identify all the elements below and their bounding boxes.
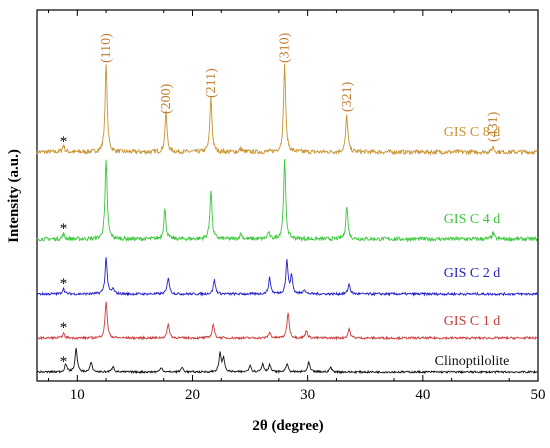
series-line bbox=[36, 301, 539, 341]
x-tick-label: 50 bbox=[531, 387, 546, 403]
series-label: Clinoptilolite bbox=[435, 354, 510, 369]
series-line bbox=[36, 63, 539, 156]
peak-index-label: (110) bbox=[99, 33, 114, 63]
impurity-marker: * bbox=[60, 134, 68, 150]
peak-index-label: (431) bbox=[486, 111, 501, 142]
traces-group bbox=[36, 63, 539, 375]
series-label: GIS C 4 d bbox=[444, 212, 500, 227]
peak-index-label: (211) bbox=[204, 68, 219, 98]
impurity-marker: * bbox=[60, 354, 68, 370]
series-label: GIS C 2 d bbox=[444, 266, 500, 281]
x-tick-label: 20 bbox=[185, 387, 200, 403]
peak-index-label: (310) bbox=[278, 32, 293, 63]
labels-group: GIS C 8 d * GIS C 4 d * GIS C 2 d * GIS C 1 d *… bbox=[60, 32, 510, 370]
series-line bbox=[36, 257, 539, 297]
peak-index-label: (321) bbox=[340, 81, 355, 112]
x-tick-label: 30 bbox=[300, 387, 315, 403]
series-line bbox=[36, 347, 539, 375]
ticks-group: 10 20 30 40 50 bbox=[48, 10, 546, 403]
impurity-marker: * bbox=[60, 320, 68, 336]
series-label: GIS C 8 d bbox=[444, 125, 500, 140]
x-tick-label: 40 bbox=[415, 387, 430, 403]
x-tick-label: 10 bbox=[70, 387, 85, 403]
series-label: GIS C 1 d bbox=[444, 314, 500, 329]
peak-index-label: (200) bbox=[159, 83, 174, 114]
impurity-marker: * bbox=[60, 276, 68, 292]
impurity-marker: * bbox=[60, 221, 68, 237]
x-axis-title: 2θ (degree) bbox=[252, 418, 323, 434]
y-axis-title: Intensity (a.u.) bbox=[6, 149, 22, 243]
plot-frame bbox=[36, 9, 539, 382]
series-line bbox=[36, 159, 539, 243]
